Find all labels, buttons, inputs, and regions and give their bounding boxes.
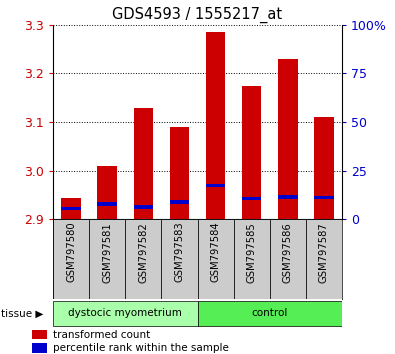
- Bar: [169, 200, 189, 204]
- Bar: [198, 219, 233, 299]
- Bar: [62, 207, 81, 211]
- Text: GSM797585: GSM797585: [246, 222, 257, 282]
- Bar: [62, 198, 81, 219]
- Bar: [242, 197, 261, 200]
- Bar: [32, 343, 47, 353]
- Text: GSM797584: GSM797584: [211, 222, 220, 282]
- Bar: [278, 195, 297, 199]
- Bar: [134, 205, 153, 209]
- Bar: [314, 196, 333, 199]
- Bar: [162, 219, 198, 299]
- Bar: [206, 184, 226, 187]
- Bar: [233, 219, 270, 299]
- Text: dystocic myometrium: dystocic myometrium: [68, 308, 182, 318]
- Bar: [206, 32, 226, 219]
- Bar: [278, 59, 297, 219]
- Bar: [53, 219, 89, 299]
- Title: GDS4593 / 1555217_at: GDS4593 / 1555217_at: [113, 7, 282, 23]
- Bar: [169, 127, 189, 219]
- Bar: [134, 108, 153, 219]
- Bar: [89, 219, 126, 299]
- Text: tissue ▶: tissue ▶: [1, 308, 43, 318]
- Text: GSM797580: GSM797580: [66, 222, 76, 282]
- Bar: [314, 117, 333, 219]
- Bar: [98, 202, 117, 206]
- Bar: [32, 330, 47, 339]
- Text: control: control: [251, 308, 288, 318]
- Bar: [98, 166, 117, 219]
- Text: percentile rank within the sample: percentile rank within the sample: [53, 343, 229, 353]
- Bar: [126, 219, 162, 299]
- Bar: [198, 301, 342, 326]
- Text: GSM797587: GSM797587: [319, 222, 329, 282]
- Text: GSM797586: GSM797586: [282, 222, 293, 282]
- Text: GSM797582: GSM797582: [138, 222, 149, 282]
- Text: transformed count: transformed count: [53, 330, 150, 340]
- Bar: [242, 86, 261, 219]
- Text: GSM797583: GSM797583: [175, 222, 184, 282]
- Bar: [306, 219, 342, 299]
- Bar: [53, 301, 198, 326]
- Bar: [270, 219, 306, 299]
- Text: GSM797581: GSM797581: [102, 222, 113, 282]
